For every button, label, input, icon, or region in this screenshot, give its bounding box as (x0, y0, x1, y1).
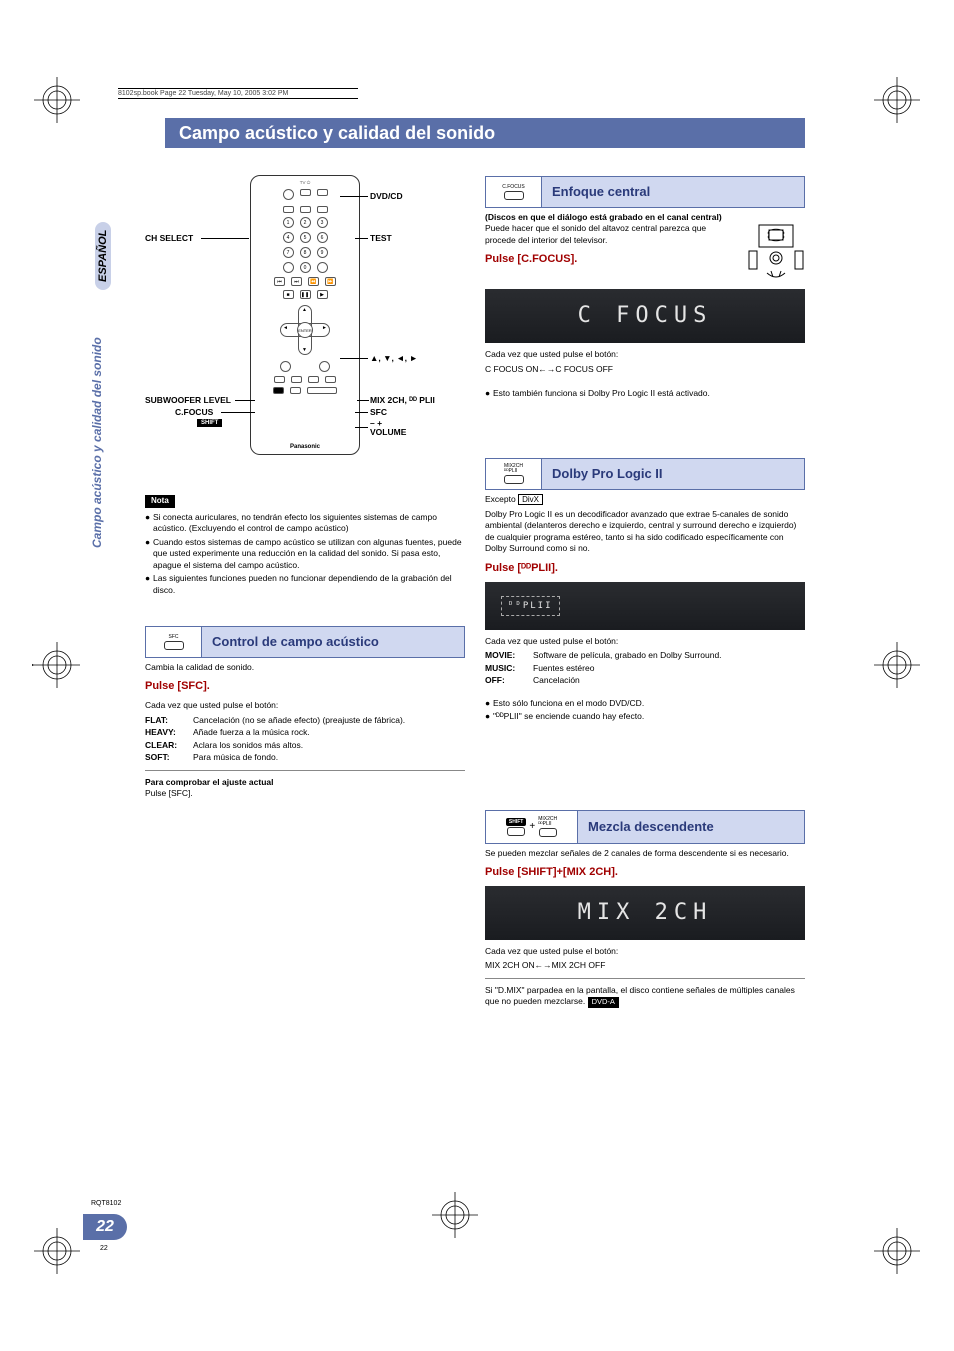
callout-subwoofer: SUBWOOFER LEVEL (145, 395, 231, 405)
callout-arrows: ▲, ▼, ◄, ► (370, 353, 418, 363)
dolby-note: "ᴰᴰPLII" se enciende cuando hay efecto. (493, 711, 644, 722)
section-title: Dolby Pro Logic II (542, 459, 804, 489)
callout-cfocus: C.FOCUS (175, 407, 213, 417)
nota-item: Las siguientes funciones pueden no funci… (153, 573, 465, 596)
section-header: MIX2CH ᴰᴰPLII Dolby Pro Logic II (485, 458, 805, 490)
each-press-label: Cada vez que usted pulse el botón: (485, 636, 805, 647)
cfocus-button-icon: C.FOCUS (486, 177, 542, 207)
except-label: Excepto (485, 494, 516, 504)
check-label: Para comprobar el ajuste actual (145, 777, 465, 788)
mix-intro: Se pueden mezclar señales de 2 canales d… (485, 848, 805, 859)
callout-mix2ch: MIX 2CH, ᴰᴰ PLII (370, 395, 435, 405)
cfocus-section: C.FOCUS Enfoque central (Discos en que e… (485, 176, 805, 402)
cfocus-toggle: C FOCUS ON←→C FOCUS OFF (485, 364, 805, 375)
lcd-display: C FOCUS (485, 289, 805, 343)
callout-test: TEST (370, 233, 392, 243)
each-press-label: Cada vez que usted pulse el botón: (485, 946, 805, 957)
callout-ch-select: CH SELECT (145, 233, 193, 243)
page-title-bar: Campo acústico y calidad del sonido (165, 118, 805, 148)
crop-mark (872, 640, 922, 690)
each-press-label: Cada vez que usted pulse el botón: (485, 349, 805, 360)
dolby-note: Esto sólo funciona en el modo DVD/CD. (493, 698, 644, 709)
crop-mark (872, 1226, 922, 1276)
dvda-tag: DVD-A (588, 997, 619, 1007)
mix-section: SHIFT + MIX2CH ᴰᴰPLII Mezcla descendente… (485, 810, 805, 1011)
sfc-button-icon: SFC (146, 627, 202, 657)
nota-item: Cuando estos sistemas de campo acústico … (153, 537, 465, 571)
page-number-badge: 22 (83, 1214, 127, 1240)
section-header: SFC Control de campo acústico (145, 626, 465, 658)
divx-tag: DivX (518, 494, 543, 505)
callout-shift: SHIFT (197, 419, 222, 427)
remote-body: TV ⏻ 123 456 789 0 ⏮⏭⏪⏩ ■❚❚▶ ENTER ▲ ▼ ◄… (250, 175, 360, 455)
dolby-button-icon: MIX2CH ᴰᴰPLII (486, 459, 542, 489)
print-header: 8102sp.book Page 22 Tuesday, May 10, 200… (118, 88, 358, 99)
section-title: Enfoque central (542, 177, 804, 207)
side-label-topic: Campo acústico y calidad del sonido (90, 337, 104, 548)
mix-button-icon: SHIFT + MIX2CH ᴰᴰPLII (486, 811, 578, 843)
page-number-small: 22 (100, 1245, 108, 1252)
lcd-display: MIX 2CH (485, 886, 805, 940)
mix-toggle: MIX 2CH ON←→MIX 2CH OFF (485, 960, 805, 971)
sfc-section: SFC Control de campo acústico Cambia la … (145, 626, 465, 800)
callout-volume: – + VOLUME (370, 419, 406, 438)
cfocus-subtitle: (Discos en que el diálogo está grabado e… (485, 212, 805, 223)
crop-mark (32, 640, 82, 690)
cfocus-intro: Puede hacer que el sonido del altavoz ce… (485, 223, 739, 246)
mix-footnote: Si "D.MIX" parpadea en la pantalla, el d… (485, 985, 805, 1008)
cfocus-action: Pulse [C.FOCUS]. (485, 252, 739, 267)
crop-mark (32, 1226, 82, 1276)
section-title: Mezcla descendente (578, 811, 804, 843)
nota-block: Nota ●Si conecta auriculares, no tendrán… (145, 495, 465, 598)
section-header: SHIFT + MIX2CH ᴰᴰPLII Mezcla descendente (485, 810, 805, 844)
side-label-language: ESPAÑOL (95, 222, 111, 290)
check-action: Pulse [SFC]. (145, 788, 465, 799)
remote-brand: Panasonic (251, 444, 359, 450)
crop-mark (872, 75, 922, 125)
dolby-intro: Dolby Pro Logic II es un decodificador a… (485, 509, 805, 555)
cfocus-note: Esto también funciona si Dolby Pro Logic… (493, 388, 710, 399)
mix-action: Pulse [SHIFT]+[MIX 2CH]. (485, 865, 805, 880)
section-title: Control de campo acústico (202, 627, 464, 657)
page-title: Campo acústico y calidad del sonido (179, 123, 495, 144)
callout-dvdcd: DVD/CD (370, 191, 403, 201)
each-press-label: Cada vez que usted pulse el botón: (145, 700, 465, 711)
nota-label: Nota (145, 495, 175, 508)
dolby-section: MIX2CH ᴰᴰPLII Dolby Pro Logic II Excepto… (485, 458, 805, 724)
sfc-action: Pulse [SFC]. (145, 679, 465, 694)
footer-code: RQT8102 (91, 1200, 121, 1207)
crop-mark (32, 75, 82, 125)
tv-speaker-diagram-icon (747, 223, 805, 283)
section-header: C.FOCUS Enfoque central (485, 176, 805, 208)
dolby-action: Pulse [ᴰᴰPLII]. (485, 561, 805, 576)
crop-mark (430, 1190, 480, 1240)
lcd-display: ᴰᴰPLII (485, 582, 805, 630)
lcd-indicator: ᴰᴰPLII (501, 596, 560, 616)
remote-diagram: TV ⏻ 123 456 789 0 ⏮⏭⏪⏩ ■❚❚▶ ENTER ▲ ▼ ◄… (145, 175, 470, 470)
sfc-intro: Cambia la calidad de sonido. (145, 662, 465, 673)
nota-item: Si conecta auriculares, no tendrán efect… (153, 512, 465, 535)
callout-sfc: SFC (370, 407, 387, 417)
